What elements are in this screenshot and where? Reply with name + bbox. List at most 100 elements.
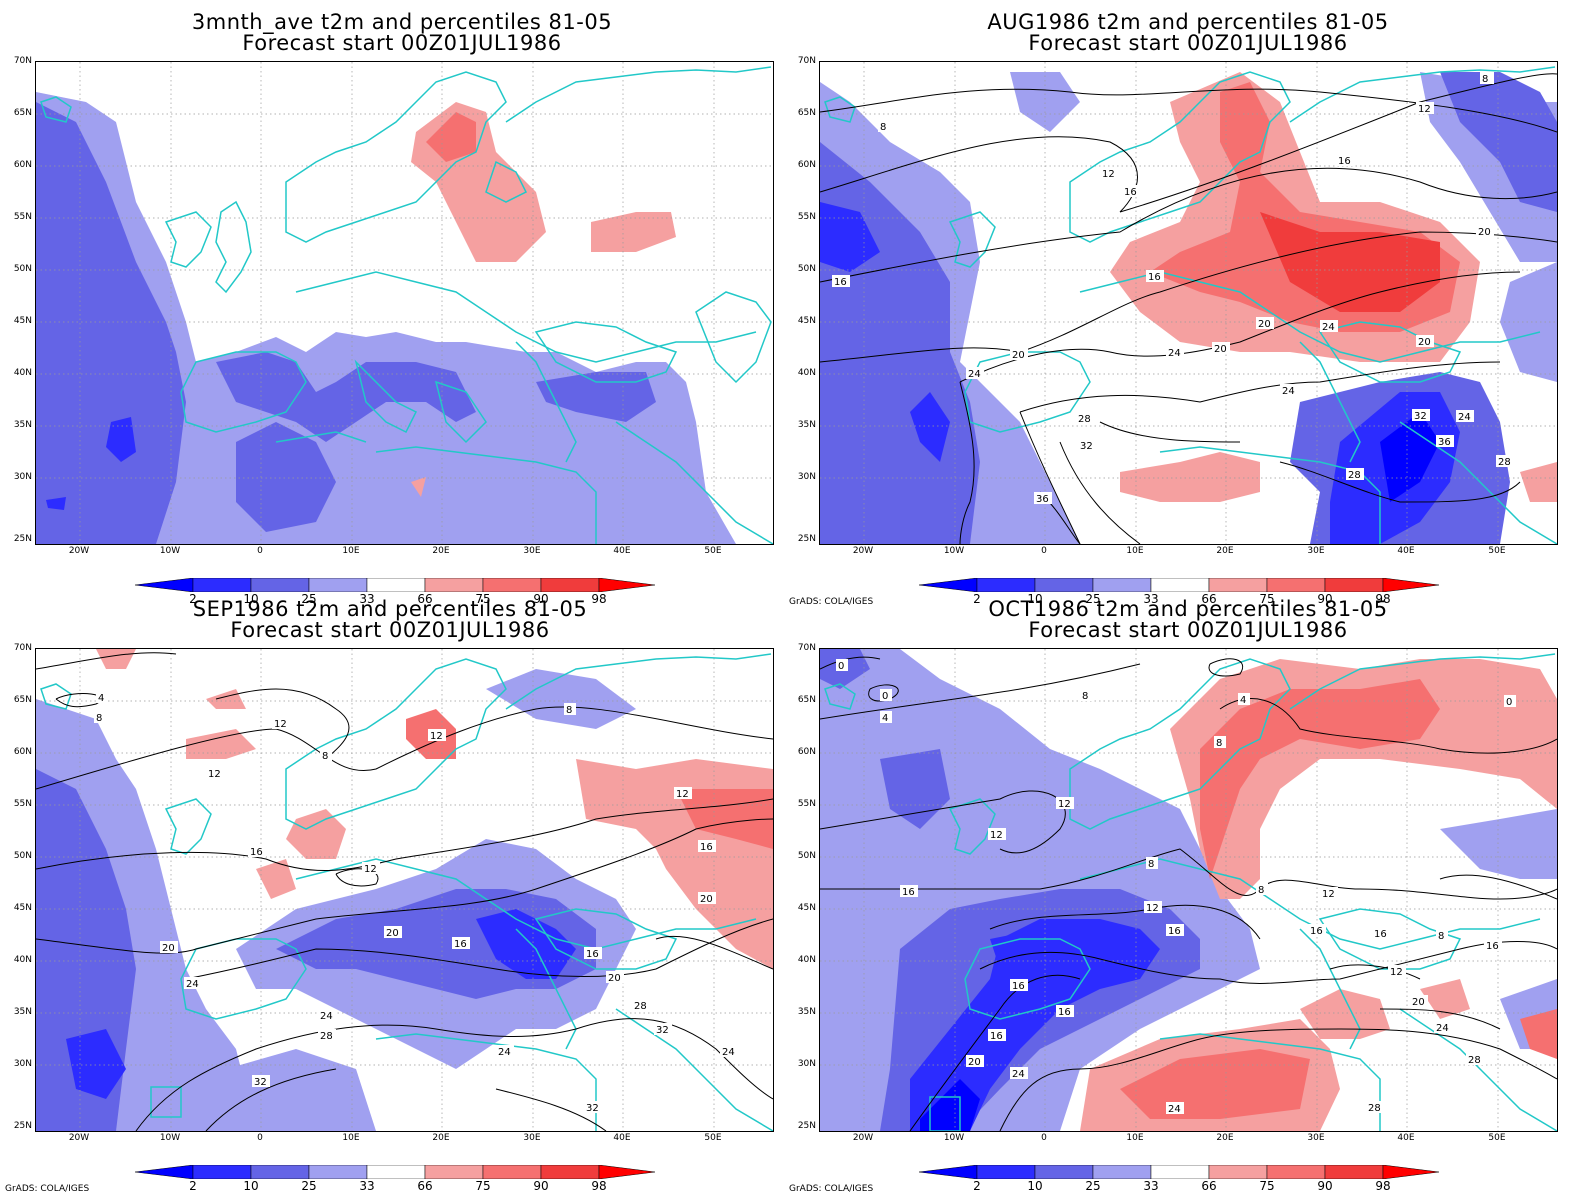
lon-label: 20W: [852, 1133, 874, 1143]
lon-label: 50E: [704, 1133, 722, 1143]
lat-label: 45N: [797, 903, 816, 913]
contour-label: 28: [1348, 470, 1361, 481]
panel-title-line1: 3mnth_ave t2m and percentiles 81-05: [191, 10, 613, 34]
shade-66-75: [411, 102, 546, 262]
shade-10-25: [1440, 72, 1557, 212]
lon-label: 30E: [1307, 546, 1325, 556]
shade-66-75: [286, 809, 346, 859]
colorbar-segment: [1266, 578, 1326, 592]
contour-label: 28: [1078, 414, 1091, 425]
lat-label: 25N: [797, 534, 816, 544]
lat-label: 70N: [13, 56, 32, 66]
colorbar-label: 33: [1143, 592, 1159, 606]
contour-label: 8: [566, 705, 572, 716]
lat-label: 45N: [13, 316, 32, 326]
lat-label: 60N: [13, 747, 32, 757]
contour-label: 4: [98, 693, 104, 704]
lat-label: 30N: [797, 472, 816, 482]
colorbar-segment: [976, 1165, 1036, 1179]
lon-label: 30E: [523, 546, 541, 556]
contour-labels: 4 8 8 8 12 12 12 12 16 16 16: [94, 691, 738, 1114]
panel-title-line1: SEP1986 t2m and percentiles 81-05: [192, 597, 588, 621]
contour-label: 0: [1506, 697, 1512, 708]
colorbar-label: 25: [301, 592, 317, 606]
contour-label: 20: [1418, 337, 1431, 348]
lon-label: 0: [1041, 1133, 1047, 1143]
lat-label: 60N: [797, 160, 816, 170]
colorbar-segment: [919, 578, 978, 592]
contour-label: 24: [968, 369, 981, 380]
colorbar-segment: [366, 578, 426, 592]
contour-label: 8: [1438, 931, 1444, 942]
contour-label: 16: [1338, 156, 1351, 167]
lat-label: 65N: [797, 695, 816, 705]
colorbar-segment: [1034, 578, 1094, 592]
lat-label: 25N: [797, 1121, 816, 1131]
lon-label: 40E: [1397, 1133, 1415, 1143]
contour-label: 12: [274, 719, 287, 730]
contour-label: 16: [1012, 981, 1025, 992]
map-oct1986: 0 0 4 4 8 8 8 8 12 12 12: [819, 648, 1558, 1132]
lat-label: 50N: [13, 264, 32, 274]
colorbar-label: 2: [189, 1179, 197, 1193]
contour-label: 4: [882, 713, 888, 724]
colorbar-segment: [540, 1165, 600, 1179]
contour-label: 24: [1012, 1069, 1025, 1080]
colorbar-segment: [1324, 1165, 1384, 1179]
colorbar-segment: [598, 1165, 655, 1179]
lat-label: 35N: [13, 420, 32, 430]
contour-label: 8: [322, 751, 328, 762]
lat-label: 25N: [13, 1121, 32, 1131]
colorbar-segment: [135, 578, 194, 592]
contour-label: 24: [498, 1047, 511, 1058]
colorbar-label: 98: [591, 592, 607, 606]
lat-label: 55N: [797, 799, 816, 809]
colorbar-label: 75: [1259, 592, 1275, 606]
lon-label: 50E: [704, 546, 722, 556]
shade-10-25: [36, 102, 186, 544]
grid: [820, 649, 1557, 1131]
shade-66-75: [96, 649, 136, 669]
lon-label: 10W: [159, 546, 181, 556]
colorbar-segment: [135, 1165, 194, 1179]
colorbar-label: 10: [243, 1179, 259, 1193]
contour-label: 20: [608, 973, 621, 984]
lat-label: 35N: [797, 1007, 816, 1017]
colorbar-label: 25: [301, 1179, 317, 1193]
colorbar-segment: [308, 578, 368, 592]
lon-label: 10E: [1126, 1133, 1144, 1143]
panel-title-line1: OCT1986 t2m and percentiles 81-05: [988, 597, 1388, 621]
colorbar-label: 25: [1085, 592, 1101, 606]
shade-66-75: [186, 729, 256, 759]
shade-2-10: [66, 1029, 126, 1099]
contour-label: 12: [364, 864, 377, 875]
contour-label: 8: [1482, 74, 1488, 85]
contour-label: 28: [320, 1031, 333, 1042]
grads-credit: GrADS: COLA/IGES: [789, 597, 874, 607]
colorbar-segment: [482, 1165, 542, 1179]
shade-below-2: [1380, 412, 1440, 502]
contour-label: 12: [208, 769, 221, 780]
lat-label: 50N: [13, 851, 32, 861]
lon-label: 20W: [68, 1133, 90, 1143]
map-canvas: 4 8 8 8 12 12 12 12 16 16 16: [36, 649, 773, 1131]
lat-label: 30N: [13, 472, 32, 482]
contour-label: 16: [1168, 926, 1181, 937]
contour-label: 0: [882, 691, 888, 702]
panel-title-line2: Forecast start 00Z01JUL1986: [242, 31, 562, 55]
contour-label: 16: [1310, 926, 1323, 937]
lat-label: 65N: [13, 108, 32, 118]
shade-75-90: [676, 789, 773, 849]
contour-label: 32: [1080, 441, 1093, 452]
colorbar-segment: [424, 578, 484, 592]
lon-label: 20W: [852, 546, 874, 556]
shade-2-10: [476, 909, 576, 979]
colorbar-label: 33: [1143, 1179, 1159, 1193]
lat-label: 55N: [13, 212, 32, 222]
contour-label: 20: [1412, 997, 1425, 1008]
colorbar-segment: [424, 1165, 484, 1179]
colorbar-label: 66: [417, 1179, 433, 1193]
lat-label: 40N: [797, 368, 816, 378]
grid: [36, 649, 773, 1131]
shade-66-75: [1120, 452, 1260, 502]
